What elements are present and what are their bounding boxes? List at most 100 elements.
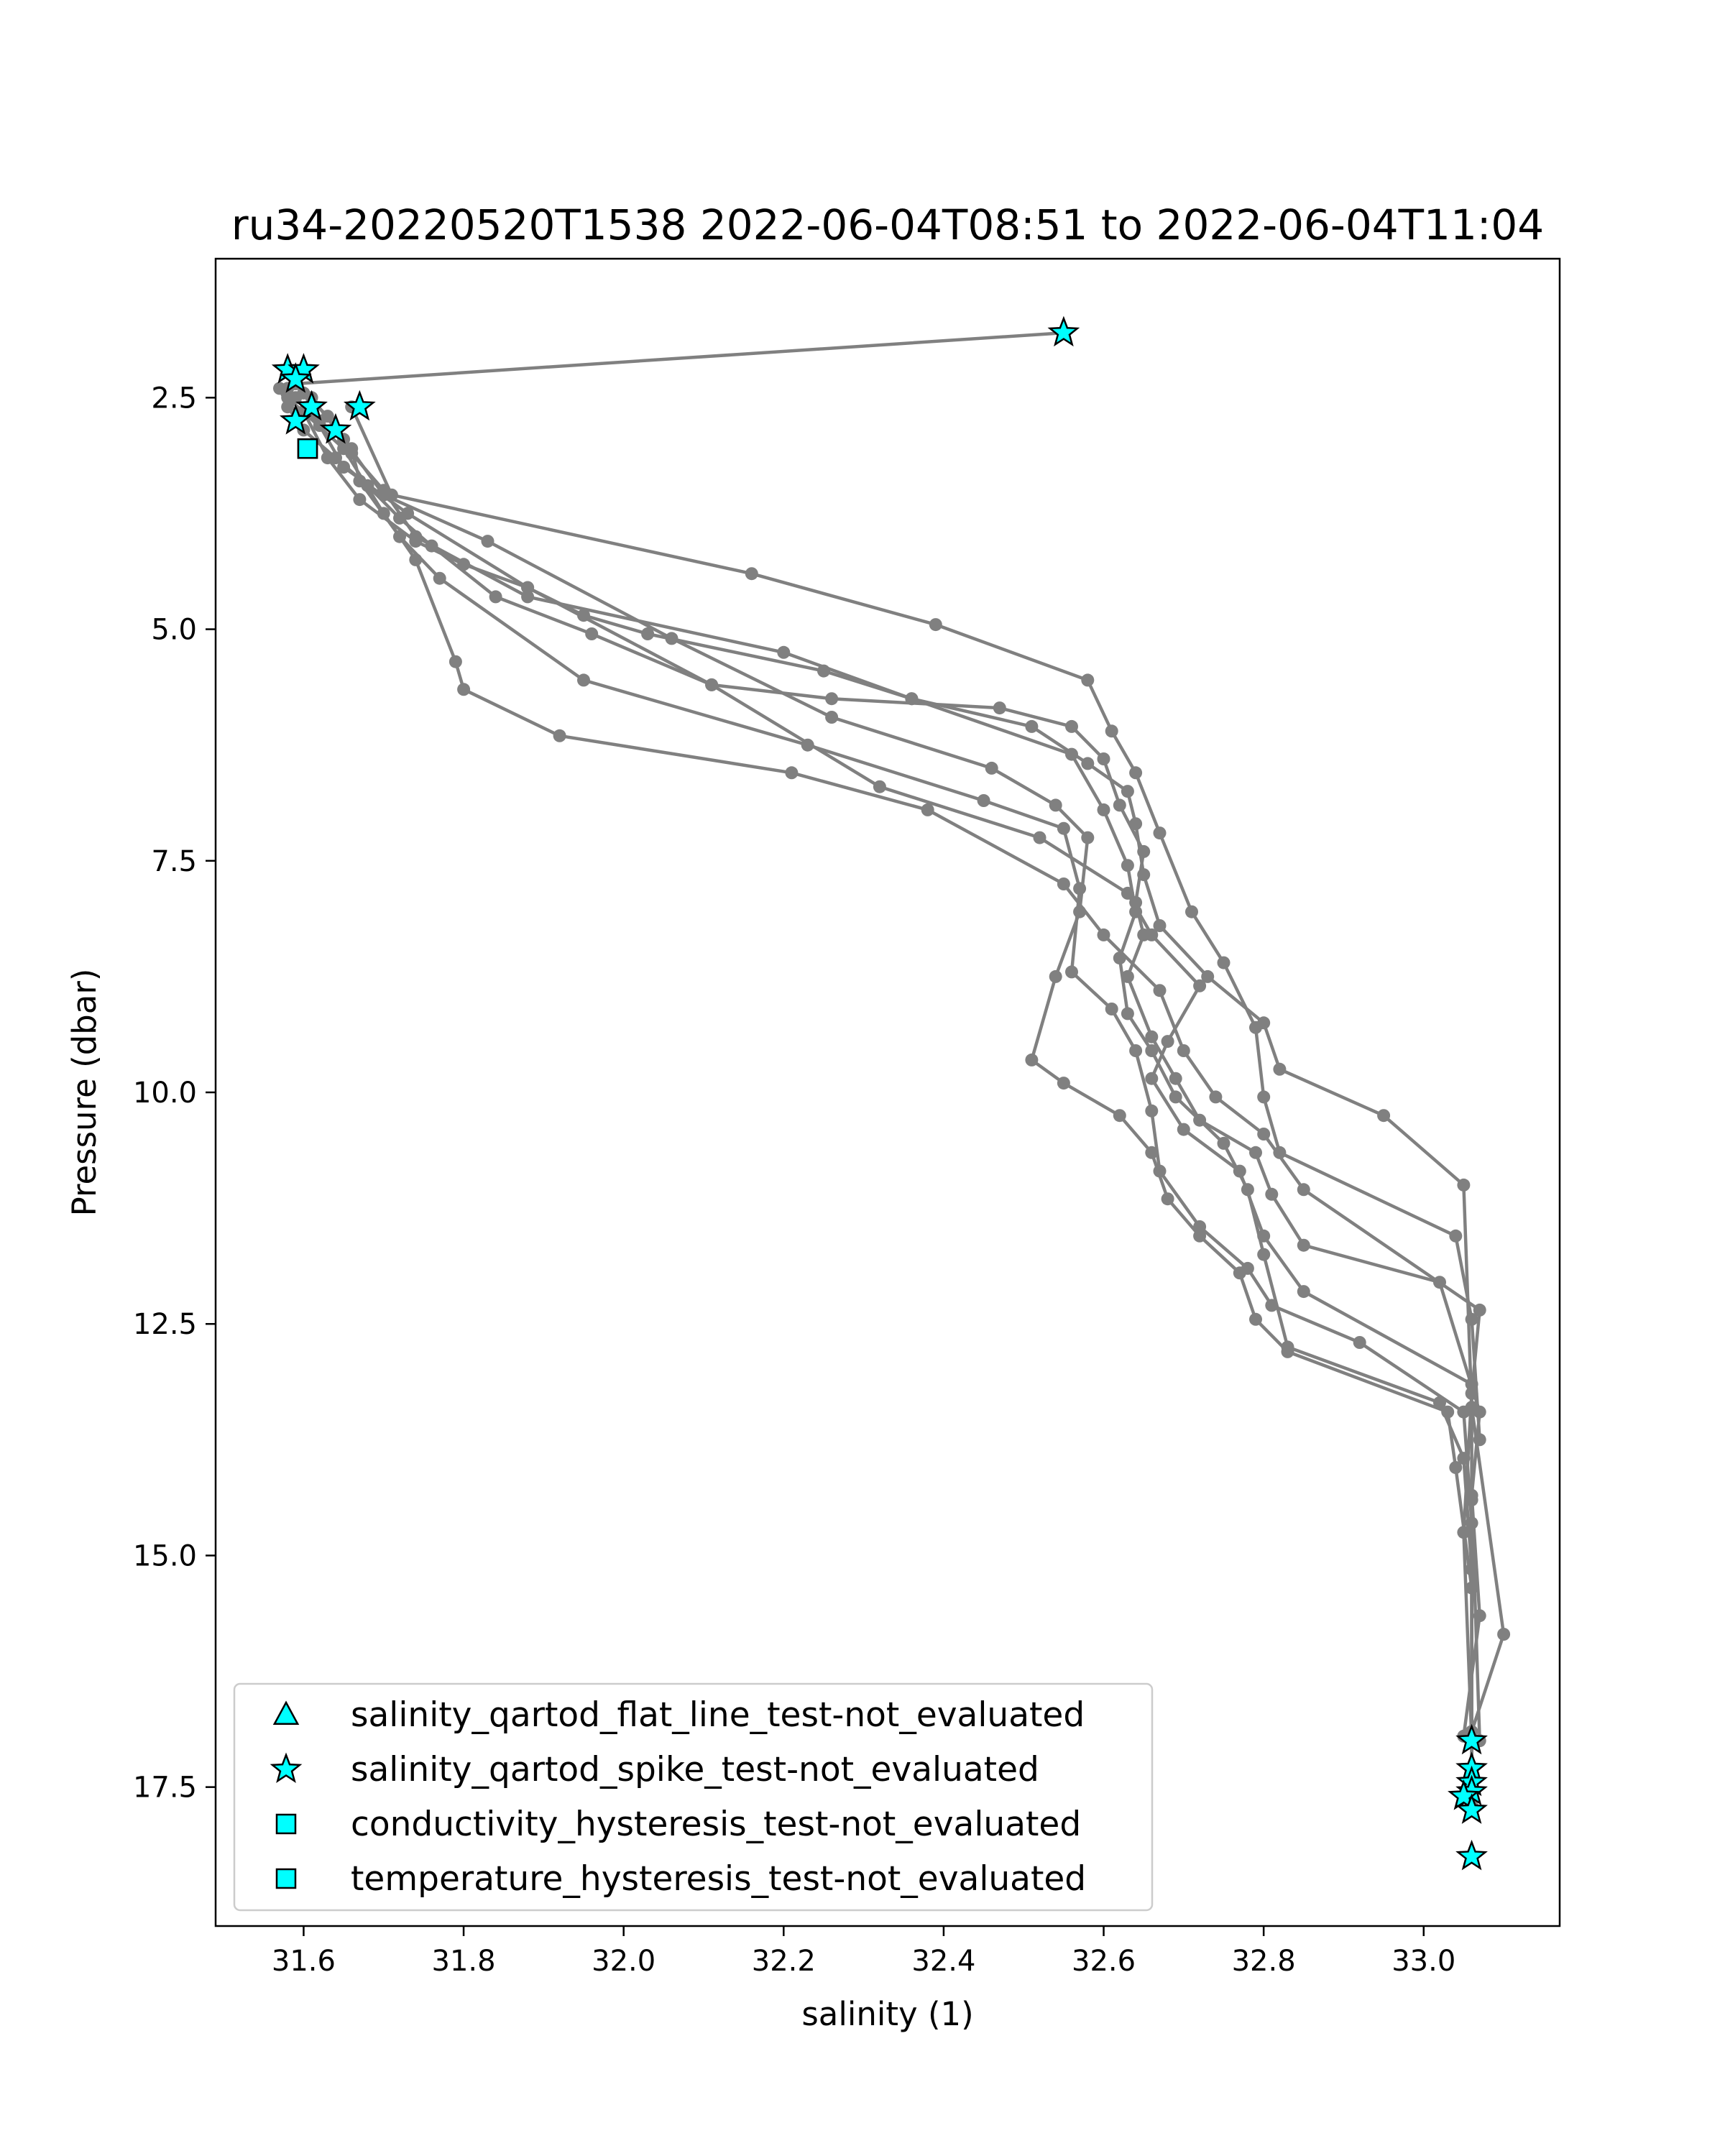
spike-flag-star [343,390,376,421]
data-point [521,581,535,594]
data-point [1025,719,1039,733]
data-point [577,673,590,687]
data-point [873,780,886,793]
flag-layer [271,315,1488,1871]
data-point [1081,831,1095,844]
data-point [921,803,934,816]
legend-label: temperature_hysteresis_test-not_evaluate… [351,1859,1086,1899]
data-point [577,609,590,622]
legend-square-marker [275,1868,297,1889]
data-point [1457,1178,1471,1192]
legend: salinity_qartod_flat_line_test-not_evalu… [233,1682,1154,1912]
series-line [302,392,1473,1769]
data-point [1193,979,1207,992]
legend-label: salinity_qartod_flat_line_test-not_evalu… [351,1695,1085,1735]
data-point [409,535,423,548]
data-point [1121,859,1134,872]
data-point [1153,826,1167,840]
legend-label: salinity_qartod_spike_test-not_evaluated [351,1750,1039,1789]
data-point [1241,1261,1254,1275]
data-point [489,590,502,604]
data-point [929,618,942,632]
spike-flag-star [1455,1793,1488,1824]
data-point [1105,1003,1118,1015]
data-point [1177,1044,1190,1057]
data-point [1113,798,1126,812]
data-point [1193,1220,1207,1233]
data-point [1473,1303,1486,1317]
y-tick-label: 7.5 [151,845,197,878]
data-point [1065,965,1078,979]
data-point [1177,1123,1190,1136]
y-tick-label: 17.5 [133,1772,197,1805]
data-point [1297,1285,1310,1299]
data-point [337,442,351,456]
data-point [1049,798,1062,812]
data-point [1129,1044,1143,1057]
data-point [1057,1077,1070,1090]
data-point [1097,928,1110,941]
y-axis-label: Pressure (dbar) [65,969,104,1217]
data-point [993,701,1006,715]
data-point [1281,1345,1294,1358]
data-point [1161,1192,1174,1206]
data-point [1273,1062,1287,1076]
data-point [1441,1405,1455,1419]
data-point [817,664,830,678]
data-point [1121,886,1134,900]
data-point [1265,1299,1279,1312]
data-point [1449,1229,1463,1243]
data-point [1113,1109,1126,1123]
data-point [1129,766,1143,780]
data-point [1097,803,1110,816]
legend-entries: salinity_qartod_flat_line_test-not_evalu… [270,1695,1086,1899]
data-point [777,645,791,659]
legend-box [233,1682,1154,1912]
data-point [1057,877,1070,890]
data-point [745,567,758,581]
data-point [553,729,566,742]
data-point [1297,1183,1310,1197]
data-point [281,391,295,405]
data-point [1137,868,1151,882]
data-point [1025,1053,1039,1067]
data-point [1257,1090,1271,1104]
y-tick-label: 5.0 [151,614,197,647]
data-point [705,678,719,691]
data-point [1217,956,1230,969]
data-point [1457,1526,1471,1539]
data-point [1265,1187,1279,1201]
data-point [457,558,471,571]
spike-flag-star [279,404,312,435]
data-point [1145,1104,1159,1118]
legend-triangle-marker [272,1700,300,1725]
data-point [1145,1030,1159,1044]
x-tick-label: 31.6 [272,1945,336,1978]
data-point [1297,1238,1310,1252]
y-tick-label: 10.0 [133,1077,197,1110]
hysteresis-flag-square [297,438,318,459]
data-point [1217,1136,1230,1150]
data-point [1145,1146,1159,1159]
data-point [1257,1248,1271,1261]
data-point [385,488,398,502]
spike-flag-star [295,390,328,421]
data-point [1129,817,1143,831]
x-tick-label: 31.8 [432,1945,496,1978]
x-tick-label: 32.4 [911,1945,975,1978]
y-tick-label: 12.5 [133,1308,197,1341]
data-point [281,400,295,414]
data-point [785,766,799,780]
data-point [977,794,990,807]
x-tick-label: 32.2 [752,1945,816,1978]
data-point [1033,831,1046,844]
data-point [1153,1164,1167,1178]
spike-flag-star [279,362,312,393]
series-line [302,410,1506,1733]
data-point [1257,1016,1271,1030]
data-point [321,451,334,465]
data-point [1073,882,1087,895]
data-point [1105,724,1118,738]
data-point [1161,1035,1174,1049]
